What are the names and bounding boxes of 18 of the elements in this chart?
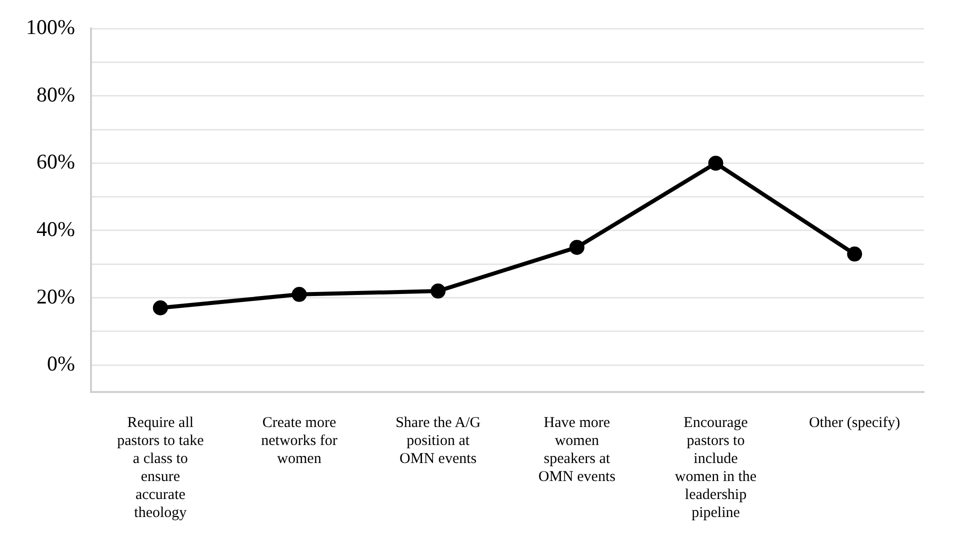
y-tick-label: 60% [36, 150, 75, 174]
point [708, 156, 724, 171]
point [847, 246, 862, 262]
point [292, 286, 307, 302]
point [152, 300, 168, 316]
y-tick-label: 100% [26, 15, 75, 40]
y-tick-label: 20% [36, 284, 75, 308]
point [430, 284, 446, 299]
y-tick-label: 80% [36, 82, 75, 106]
y-tick-label: 40% [36, 217, 75, 242]
x-tick-label: Require all pastors to take a class to ensure accurate theology [117, 414, 204, 521]
x-tick-label: Create more networks for women [261, 414, 338, 467]
y-tick-label: 0% [46, 352, 75, 376]
point [569, 240, 584, 255]
x-tick-label: Other (specify) [808, 414, 900, 431]
x-tick-label: Encourage pastors to include women in the leadership pipeline [674, 414, 757, 521]
x-tick-label: Share the A/G position at OMN events [396, 414, 481, 467]
x-tick-label: Have more women speakers at OMN events [538, 414, 616, 485]
